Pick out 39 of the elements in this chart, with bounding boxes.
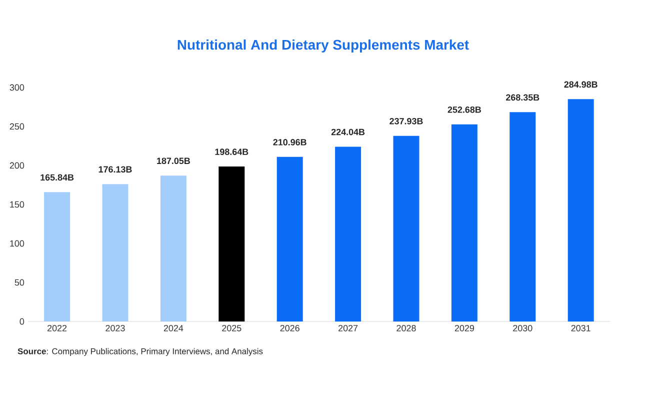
bar (276, 156, 303, 322)
y-tick-label: 50 (14, 279, 24, 286)
text: Source: Company Publications, Primary Interviews, and Analysis (18, 348, 263, 356)
y-tick-label: 300 (10, 84, 24, 91)
x-tick-label: 2025 (222, 324, 242, 332)
x-tick-label: 2024 (164, 324, 184, 332)
y-tick-label: 150 (10, 201, 24, 208)
data-label: 176.13B (98, 166, 132, 173)
data-label: 187.05B (157, 158, 190, 164)
x-tick-label: 2029 (454, 324, 474, 332)
bar (160, 176, 186, 322)
y-tick-label: 200 (10, 162, 24, 169)
x-tick-label: 2031 (571, 324, 590, 332)
bar (44, 192, 70, 322)
x-tick-label: 2023 (106, 324, 125, 332)
y-tick-label: 100 (10, 240, 24, 247)
bar (451, 124, 478, 322)
data-label: 210.96B (273, 139, 306, 146)
y-tick-label: 0 (20, 318, 24, 325)
chart-title: Nutritional And Dietary Supplements Market (178, 39, 469, 52)
data-label: 165.84B (40, 174, 74, 181)
data-label: 224.04B (331, 128, 365, 136)
bar (568, 99, 594, 322)
data-label: 237.93B (390, 118, 423, 124)
data-label: 268.35B (506, 94, 540, 101)
x-tick-label: 2028 (396, 324, 416, 332)
bar (335, 146, 362, 322)
bar (393, 136, 420, 322)
x-tick-label: 2026 (280, 324, 300, 332)
x-tick-label: 2022 (48, 324, 67, 332)
bar (102, 184, 128, 322)
x-tick-label: 2030 (513, 324, 532, 332)
bar (218, 166, 245, 322)
y-tick-label: 250 (10, 123, 24, 130)
data-label: 198.64B (215, 148, 248, 156)
data-label: 284.98B (564, 81, 598, 88)
x-tick-label: 2027 (338, 324, 358, 332)
data-label: 252.68B (448, 106, 481, 113)
bar (510, 112, 536, 322)
